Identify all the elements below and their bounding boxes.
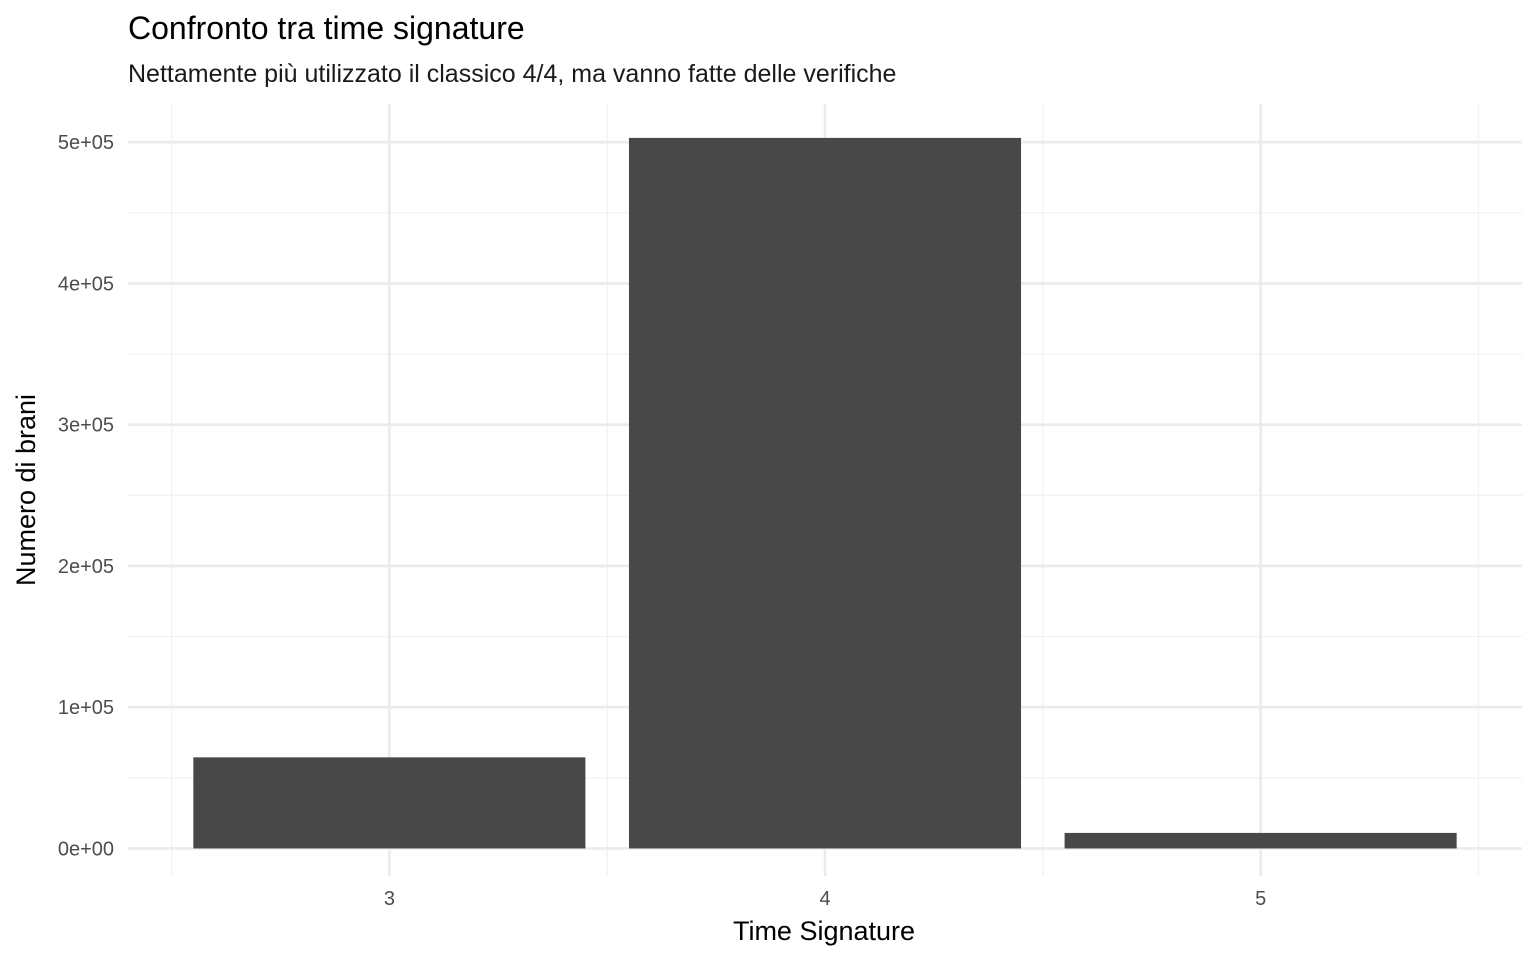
y-axis-ticks: 0e+00 1e+05 2e+05 3e+05 4e+05 5e+05: [58, 132, 114, 860]
x-tick-label: 5: [1255, 888, 1266, 910]
x-axis-title: Time Signature: [733, 916, 915, 946]
y-tick-label: 5e+05: [58, 132, 114, 154]
bars: [193, 137, 1457, 849]
x-tick-label: 3: [384, 888, 395, 910]
chart-subtitle: Nettamente più utilizzato il classico 4/…: [128, 60, 896, 88]
bar-3: [193, 757, 586, 849]
chart-title: Confronto tra time signature: [128, 10, 525, 46]
y-tick-label: 3e+05: [58, 415, 114, 437]
y-tick-label: 4e+05: [58, 273, 114, 295]
y-tick-label: 0e+00: [58, 838, 114, 860]
x-axis-ticks: 3 4 5: [384, 888, 1266, 910]
x-tick-label: 4: [819, 888, 830, 910]
bar-5: [1064, 832, 1457, 849]
y-axis-title: Numero di brani: [11, 394, 41, 586]
y-tick-label: 1e+05: [58, 697, 114, 719]
bar-4: [628, 137, 1022, 849]
y-tick-label: 2e+05: [58, 556, 114, 578]
